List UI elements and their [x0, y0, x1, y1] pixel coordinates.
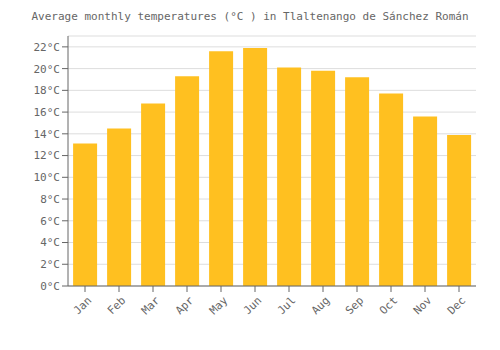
- svg-text:Nov: Nov: [411, 294, 435, 318]
- svg-text:22°C: 22°C: [34, 41, 61, 54]
- svg-text:10°C: 10°C: [34, 171, 61, 184]
- svg-text:20°C: 20°C: [34, 63, 61, 76]
- svg-text:12°C: 12°C: [34, 149, 61, 162]
- svg-text:8°C: 8°C: [40, 193, 60, 206]
- svg-text:Feb: Feb: [105, 294, 128, 317]
- svg-text:Mar: Mar: [139, 294, 163, 318]
- html-text:Average monthly temperatures (: Average monthly temperatures (°C ) in Tl…: [31, 10, 469, 23]
- svg-text:14°C: 14°C: [34, 128, 61, 141]
- svg-text:16°C: 16°C: [34, 106, 61, 119]
- svg-text:Apr: Apr: [173, 294, 197, 318]
- svg-text:2°C: 2°C: [40, 258, 60, 271]
- svg-text:Oct: Oct: [377, 294, 400, 317]
- svg-text:Jan: Jan: [71, 294, 94, 317]
- svg-text:Jul: Jul: [275, 294, 298, 317]
- svg-text:Dec: Dec: [445, 294, 468, 317]
- svg-text:4°C: 4°C: [40, 236, 60, 249]
- svg-text:Aug: Aug: [309, 294, 332, 317]
- svg-text:18°C: 18°C: [34, 84, 61, 97]
- svg-text:Sep: Sep: [343, 294, 366, 317]
- svg-text:0°C: 0°C: [40, 280, 60, 293]
- svg-text:May: May: [207, 294, 231, 318]
- svg-text:Jun: Jun: [241, 294, 264, 317]
- svg-text:6°C: 6°C: [40, 215, 60, 228]
